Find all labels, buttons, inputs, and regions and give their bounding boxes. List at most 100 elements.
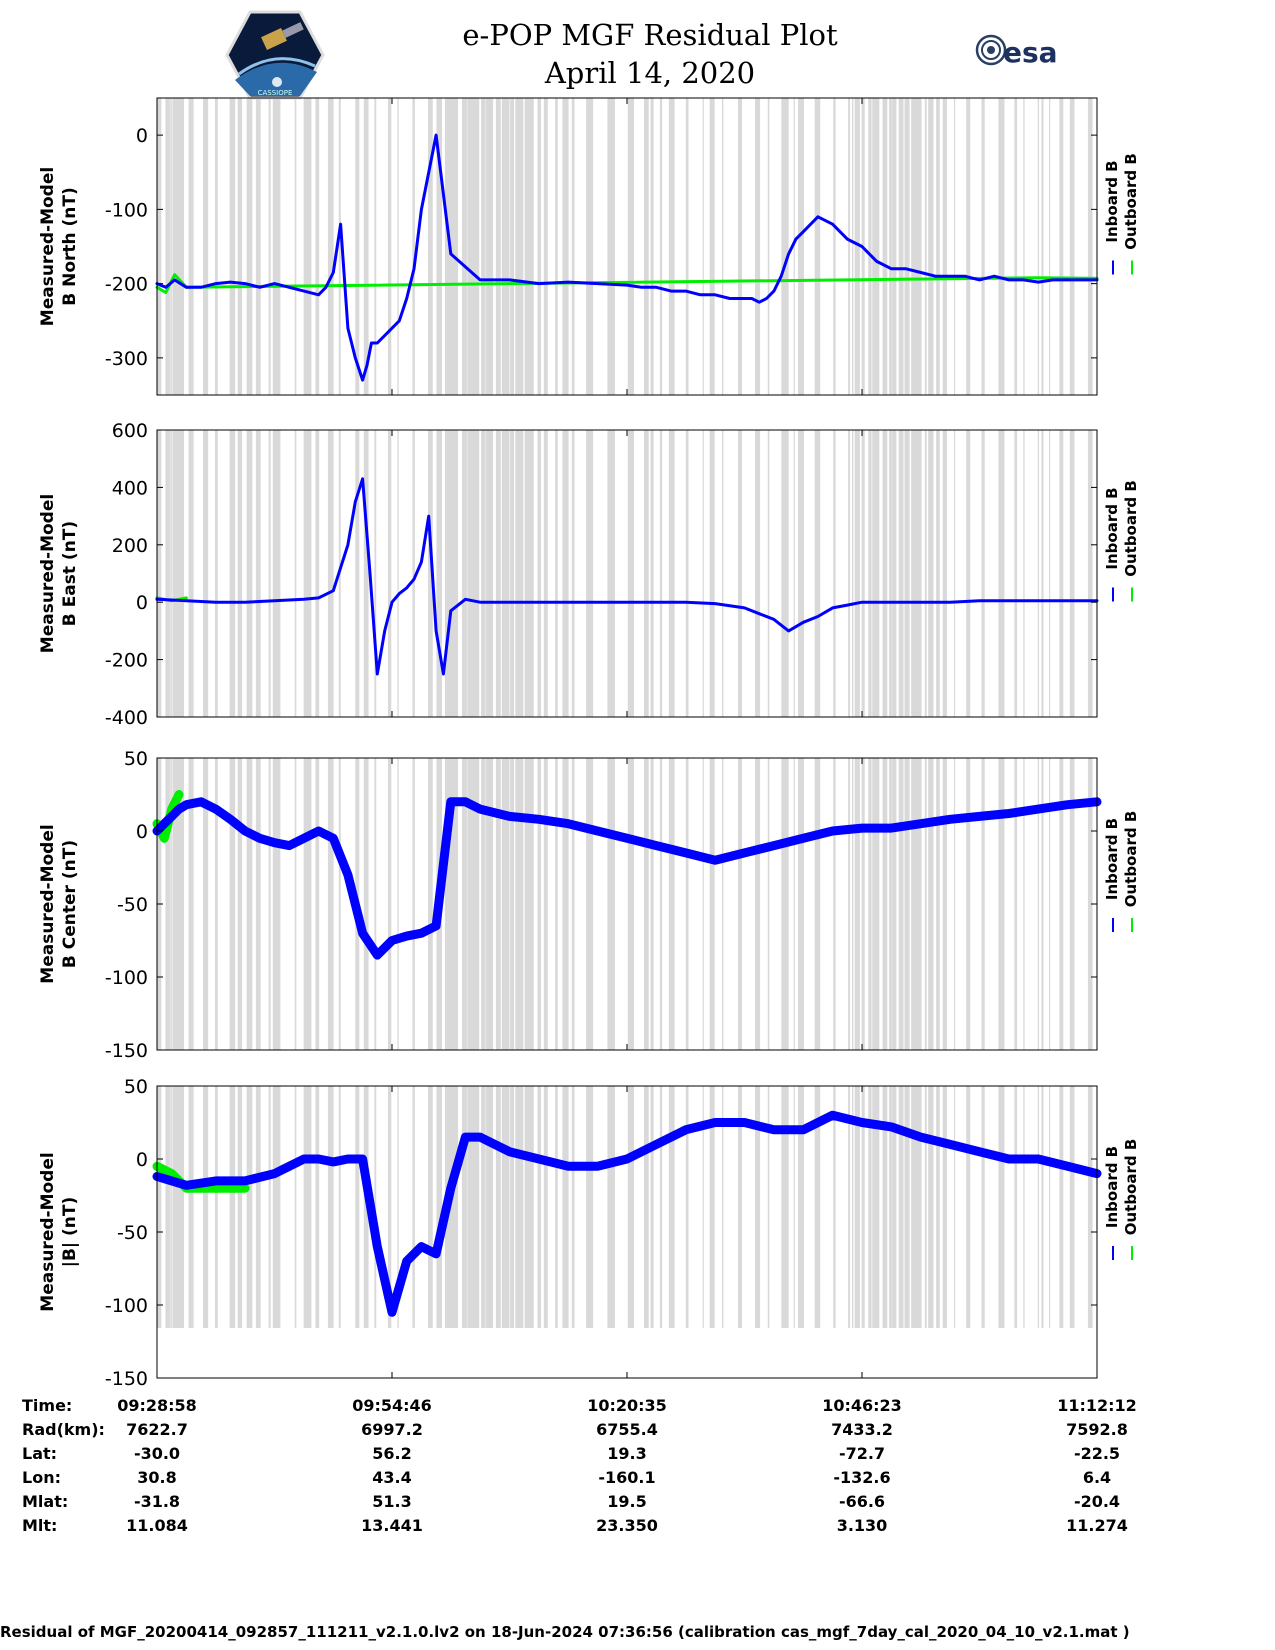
data-gap-stripe xyxy=(170,98,172,395)
data-gap-stripe xyxy=(387,430,392,717)
y-axis-label: Measured-Model B Center (nT) xyxy=(38,824,80,983)
data-gap-stripe xyxy=(767,430,770,717)
data-gap-stripe xyxy=(875,1086,880,1328)
data-gap-stripe xyxy=(892,430,897,717)
data-gap-stripe xyxy=(861,758,865,1050)
data-gap-stripe xyxy=(537,430,542,717)
legend: Inboard BOutboard B xyxy=(1103,153,1140,250)
data-gap-stripe xyxy=(294,430,297,717)
data-gap-stripe xyxy=(453,1086,459,1328)
footer-value-lat: 56.2 xyxy=(372,1444,412,1463)
data-gap-stripe xyxy=(1014,430,1018,717)
legend: Inboard BOutboard B xyxy=(1103,811,1140,908)
data-gap-stripe xyxy=(872,758,880,1050)
data-gap-stripe xyxy=(981,430,985,717)
data-gap-stripe xyxy=(215,1086,218,1328)
data-gap-stripe xyxy=(412,430,415,717)
data-gap-stripe xyxy=(936,1086,940,1328)
data-gap-stripe xyxy=(503,430,507,717)
data-gap-stripe xyxy=(966,758,971,1050)
data-gap-stripe xyxy=(387,98,392,395)
data-gap-stripe xyxy=(854,1086,860,1328)
data-gap-stripe xyxy=(397,430,399,717)
data-gap-stripe xyxy=(172,98,178,395)
data-gap-stripe xyxy=(229,1086,236,1328)
data-gap-stripe xyxy=(374,98,377,395)
footer-value-mlt: 11.084 xyxy=(126,1516,188,1535)
data-gap-stripe xyxy=(883,1086,888,1328)
data-gap-stripe xyxy=(928,758,934,1050)
data-gap-stripe xyxy=(586,758,594,1050)
data-gap-stripe xyxy=(907,98,910,395)
data-gap-stripe xyxy=(914,430,922,717)
data-gap-stripe xyxy=(643,98,649,395)
data-gap-stripe xyxy=(444,758,450,1050)
data-gap-stripe xyxy=(489,1086,494,1328)
data-gap-stripe xyxy=(781,1086,789,1328)
data-gap-stripe xyxy=(165,98,170,395)
data-gap-stripe xyxy=(981,1086,985,1328)
data-gap-stripe xyxy=(798,430,804,717)
data-gap-stripe xyxy=(907,1086,910,1328)
data-gap-stripe xyxy=(465,430,467,717)
data-gap-stripe xyxy=(467,430,473,717)
data-gap-stripe xyxy=(953,1086,956,1328)
data-gap-stripe xyxy=(461,430,466,717)
y-tick-label: 200 xyxy=(112,535,148,557)
data-gap-stripe xyxy=(904,98,909,395)
y-tick-label: -400 xyxy=(105,707,148,729)
data-gap-stripe xyxy=(1059,430,1064,717)
data-gap-stripe xyxy=(914,758,922,1050)
data-gap-stripe xyxy=(907,430,910,717)
data-gap-stripe xyxy=(1014,758,1018,1050)
data-gap-stripe xyxy=(363,98,369,395)
footer-value-time: 09:54:46 xyxy=(352,1396,432,1415)
series-outboard-line xyxy=(155,273,1099,294)
data-gap-stripe xyxy=(268,98,271,395)
data-gap-stripe xyxy=(685,430,689,717)
legend-outboard: Outboard B xyxy=(1122,811,1140,908)
data-gap-stripe xyxy=(527,430,532,717)
data-gap-stripe xyxy=(868,430,872,717)
legend-outboard: Outboard B xyxy=(1122,480,1140,577)
footer-value-rad: 6755.4 xyxy=(596,1420,658,1439)
footer-value-rad: 7433.2 xyxy=(831,1420,893,1439)
data-gap-stripe xyxy=(555,1086,558,1328)
data-gap-stripe xyxy=(1041,758,1044,1050)
data-gap-stripe xyxy=(229,430,236,717)
data-gap-stripe xyxy=(518,758,524,1050)
data-gap-stripe xyxy=(998,758,1005,1050)
data-gap-stripe xyxy=(737,1086,743,1328)
data-gap-stripe xyxy=(918,430,922,717)
data-gap-stripe xyxy=(246,430,253,717)
data-gap-stripe xyxy=(428,758,433,1050)
footer-value-mlt: 23.350 xyxy=(596,1516,658,1535)
data-gap-stripe xyxy=(571,1086,575,1328)
y-axis-label: Measured-Model B North (nT) xyxy=(38,167,80,326)
data-gap-stripe xyxy=(627,430,635,717)
data-gap-stripe xyxy=(889,758,892,1050)
data-gap-stripe xyxy=(327,98,334,395)
footer-column-4: 10:46:23 7433.2 -72.7 -132.6 -66.6 3.130 xyxy=(802,1394,922,1538)
data-gap-stripe xyxy=(793,758,795,1050)
data-gap-stripe xyxy=(165,430,170,717)
data-gap-stripe xyxy=(268,758,271,1050)
data-gap-stripe xyxy=(495,1086,501,1328)
data-gap-stripe xyxy=(515,758,520,1050)
data-gap-stripe xyxy=(180,430,184,717)
data-gap-stripe xyxy=(461,1086,466,1328)
y-tick-label: -100 xyxy=(105,967,148,989)
data-gap-stripe xyxy=(861,430,865,717)
data-gap-stripe xyxy=(303,758,312,1050)
data-gap-stripe xyxy=(1087,98,1093,395)
data-gap-stripe xyxy=(898,98,904,395)
footer-value-lon: -132.6 xyxy=(833,1468,891,1487)
data-gap-stripe xyxy=(272,758,281,1050)
data-gap-stripe xyxy=(798,98,804,395)
footer-column-2: 09:54:46 6997.2 56.2 43.4 51.3 13.441 xyxy=(332,1394,452,1538)
data-gap-stripe xyxy=(465,98,467,395)
data-gap-stripe xyxy=(868,1086,872,1328)
data-gap-stripe xyxy=(527,98,532,395)
data-gap-stripe xyxy=(755,98,761,395)
footer-value-mlat: 51.3 xyxy=(372,1492,412,1511)
